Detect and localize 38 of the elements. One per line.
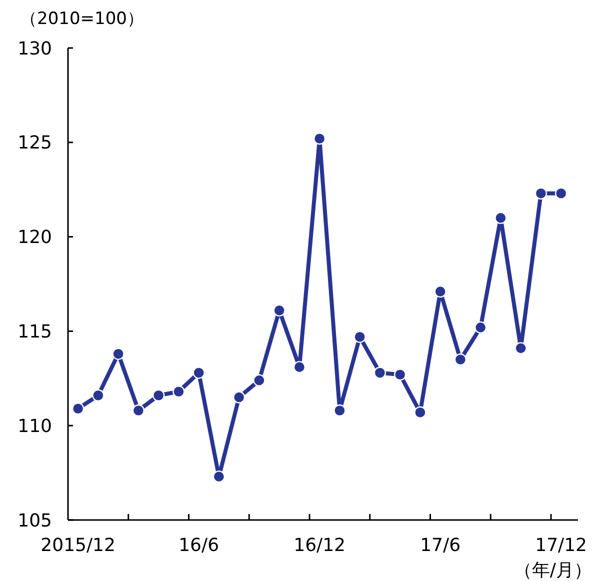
point: [192, 366, 205, 379]
point: [132, 404, 145, 417]
point: [313, 132, 326, 145]
point: [494, 212, 507, 224]
point: [374, 366, 386, 379]
x-tick-label: 17/6: [420, 535, 461, 556]
point: [434, 285, 446, 298]
y-tick-label: 130: [18, 38, 52, 60]
y-tick-label: 120: [18, 227, 52, 248]
point: [212, 470, 226, 483]
point: [232, 391, 246, 404]
y-tick-label: 115: [18, 322, 52, 342]
point: [354, 330, 366, 343]
y-tick-label: 105: [18, 510, 52, 532]
x-tick-label: 16/6: [178, 535, 220, 556]
point: [414, 406, 426, 418]
point: [72, 402, 84, 415]
point: [534, 187, 548, 200]
x-axis-title: （年/月）: [514, 560, 592, 581]
x-tick-label: 16/12: [294, 535, 346, 556]
point: [334, 404, 346, 417]
y-tick-label: 125: [18, 132, 52, 154]
point: [253, 374, 266, 386]
y-tick-label: 110: [18, 416, 52, 437]
point: [273, 304, 286, 317]
x-tick-label: 17/12: [535, 535, 587, 556]
point: [554, 187, 568, 200]
point: [112, 348, 124, 360]
point: [293, 360, 306, 374]
point: [172, 386, 185, 398]
y-axis-title: （2010=100）: [20, 9, 144, 29]
x-tick-label: 2015/12: [40, 535, 116, 556]
point: [92, 389, 104, 402]
point: [514, 342, 527, 354]
point: [152, 389, 165, 402]
point: [454, 353, 467, 366]
point: [394, 368, 406, 381]
point: [474, 321, 487, 334]
